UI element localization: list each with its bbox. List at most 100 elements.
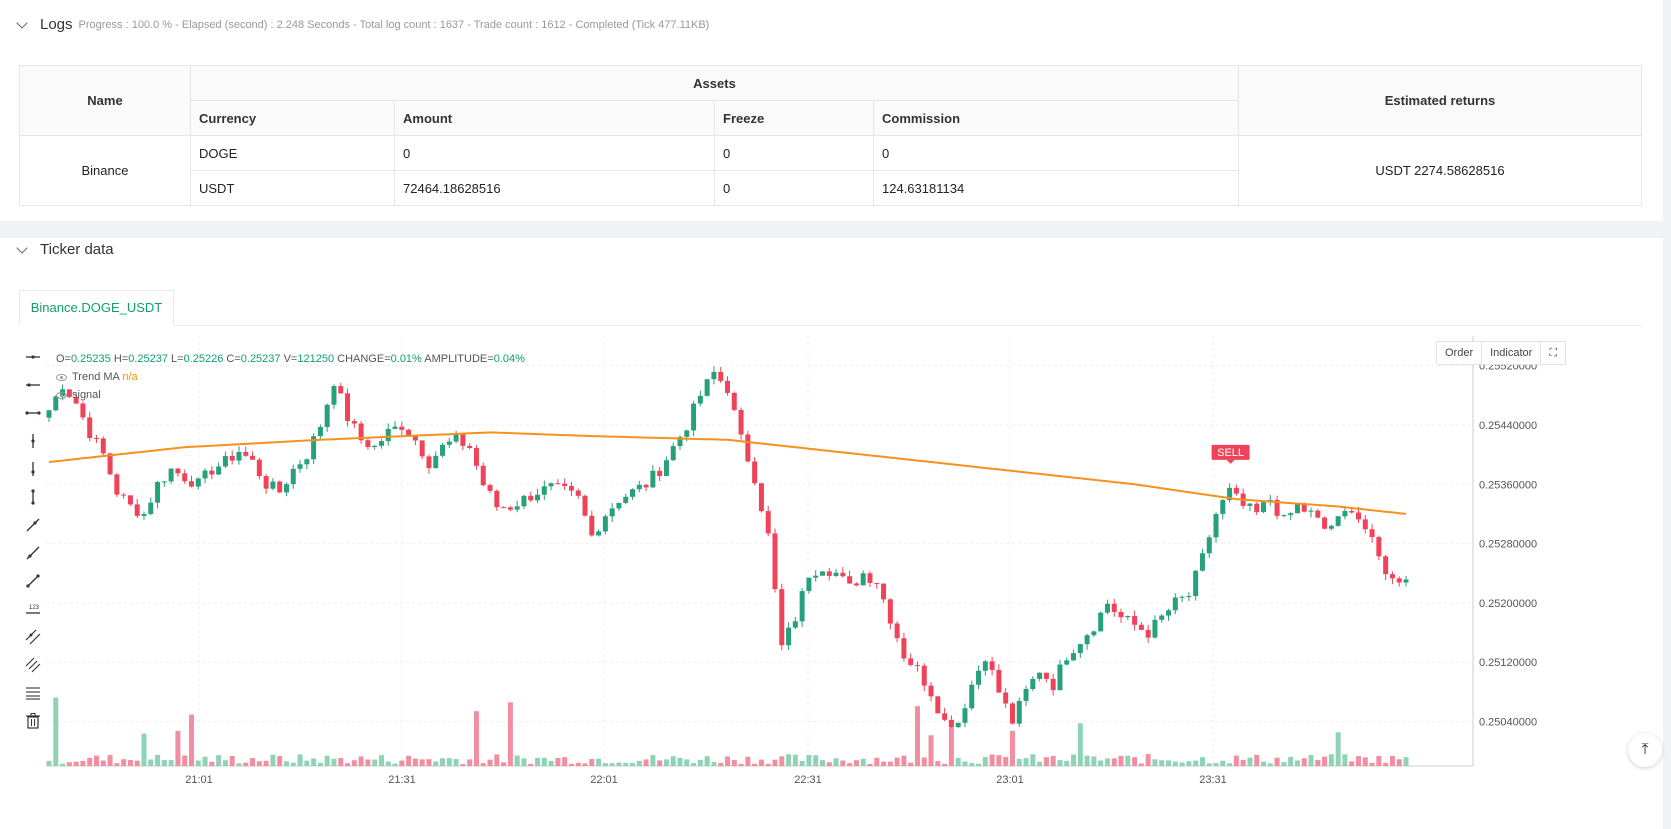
candle-body	[1308, 510, 1314, 512]
candle-body	[412, 436, 418, 441]
candle-body	[887, 599, 893, 624]
candle-body	[114, 474, 120, 495]
sell-signal-pointer	[1226, 459, 1235, 464]
volume-bar	[976, 763, 982, 766]
tab-doge-usdt[interactable]: Binance.DOGE_USDT	[19, 290, 174, 326]
logs-title: Logs	[40, 16, 73, 33]
volume-bar	[1349, 761, 1355, 766]
fib-channel-icon[interactable]	[20, 651, 46, 679]
candle-body	[256, 459, 262, 477]
ray-line-icon[interactable]	[20, 539, 46, 567]
candle-body	[1328, 525, 1334, 529]
volume-bar	[1206, 763, 1212, 766]
segment-icon[interactable]	[20, 567, 46, 595]
legend-trend-ma[interactable]: Trend MA n/a	[56, 368, 525, 386]
order-button[interactable]: Order	[1437, 342, 1483, 364]
candle-body	[1084, 635, 1090, 645]
logs-header[interactable]: Logs Progress : 100.0 % - Elapsed (secon…	[16, 16, 709, 33]
chevron-down-icon[interactable]	[16, 241, 28, 254]
volume-bar	[853, 760, 859, 766]
legend-signal[interactable]: signal	[56, 386, 525, 404]
volume-bar	[1308, 754, 1314, 766]
candle-body	[731, 392, 737, 410]
volume-bar	[765, 763, 771, 766]
volume-bar	[819, 760, 825, 766]
candle-body	[596, 531, 602, 536]
candle-body	[691, 403, 697, 431]
col-currency: Currency	[190, 100, 395, 136]
vertical-ray-icon[interactable]	[20, 483, 46, 511]
volume-bar	[1166, 760, 1172, 766]
indicator-button[interactable]: Indicator	[1482, 342, 1542, 364]
fib-retracement-icon[interactable]	[20, 679, 46, 707]
candle-body	[535, 494, 541, 501]
logs-panel: Logs Progress : 100.0 % - Elapsed (secon…	[0, 0, 1663, 221]
extended-line-icon[interactable]	[20, 399, 46, 427]
x-tick-label: 23:31	[1199, 774, 1227, 786]
volume-bar	[494, 754, 500, 766]
volume-bar	[718, 762, 724, 766]
candle-body	[996, 669, 1002, 693]
candle-body	[962, 708, 968, 723]
volume-bar	[840, 760, 846, 766]
horizontal-line-icon[interactable]	[20, 343, 46, 371]
volume-bar	[358, 756, 364, 766]
volume-bar	[467, 759, 473, 766]
trend-line-icon[interactable]	[20, 511, 46, 539]
volume-bar	[663, 759, 669, 766]
candle-body	[1145, 629, 1151, 638]
eye-icon[interactable]	[56, 391, 67, 399]
volume-bar	[948, 726, 954, 766]
candle-body	[250, 455, 256, 460]
volume-bar	[1396, 759, 1402, 766]
eye-icon[interactable]	[56, 373, 67, 381]
scroll-to-top-button[interactable]: ⤒	[1628, 733, 1662, 767]
ticker-header[interactable]: Ticker data	[16, 241, 114, 258]
volume-bar	[860, 758, 866, 766]
volume-bar	[1220, 760, 1226, 766]
svg-text:123: 123	[29, 605, 40, 611]
volume-bar	[148, 759, 154, 766]
assets-table: Name Assets Estimated returns Currency A…	[19, 65, 1642, 206]
candle-body	[725, 380, 730, 393]
volume-bar	[1254, 754, 1260, 766]
volume-bar	[602, 763, 608, 766]
volume-bar	[1159, 760, 1165, 766]
volume-bar	[351, 760, 357, 766]
y-tick-label: 0.25440000	[1479, 420, 1537, 432]
candle-body	[1274, 499, 1280, 516]
volume-bar	[440, 758, 446, 766]
candlestick-chart[interactable]: 0.255200000.254400000.253600000.25280000…	[46, 336, 1636, 791]
candle-body	[100, 438, 106, 454]
volume-bar	[589, 759, 595, 766]
vertical-line-icon[interactable]	[20, 427, 46, 455]
candle-body	[806, 577, 812, 592]
volume-bar	[1403, 757, 1409, 766]
vertical-segment-icon[interactable]	[20, 455, 46, 483]
volume-bar	[1132, 757, 1138, 766]
candle-body	[392, 426, 398, 429]
volume-bar	[921, 757, 927, 766]
volume-bar	[378, 755, 384, 766]
horizontal-ray-icon[interactable]	[20, 371, 46, 399]
candle-body	[283, 484, 289, 493]
volume-bar	[1030, 754, 1036, 766]
candle-body	[1301, 504, 1307, 512]
price-label-icon[interactable]: 123	[20, 595, 46, 623]
candle-body	[107, 453, 113, 475]
candle-body	[188, 481, 194, 487]
y-tick-label: 0.25040000	[1479, 717, 1537, 729]
volume-bar	[53, 697, 59, 766]
volume-bar	[277, 756, 283, 766]
x-tick-label: 23:01	[996, 774, 1024, 786]
chevron-down-icon[interactable]	[16, 16, 28, 29]
candle-body	[1213, 513, 1219, 538]
candle-body	[1356, 512, 1362, 520]
candle-body	[989, 661, 995, 670]
fullscreen-icon[interactable]: ⛶	[1549, 347, 1558, 359]
volume-bar	[528, 763, 534, 766]
trash-icon[interactable]	[20, 707, 46, 735]
volume-bar	[955, 757, 961, 766]
candle-body	[501, 507, 507, 509]
parallel-channel-icon[interactable]	[20, 623, 46, 651]
